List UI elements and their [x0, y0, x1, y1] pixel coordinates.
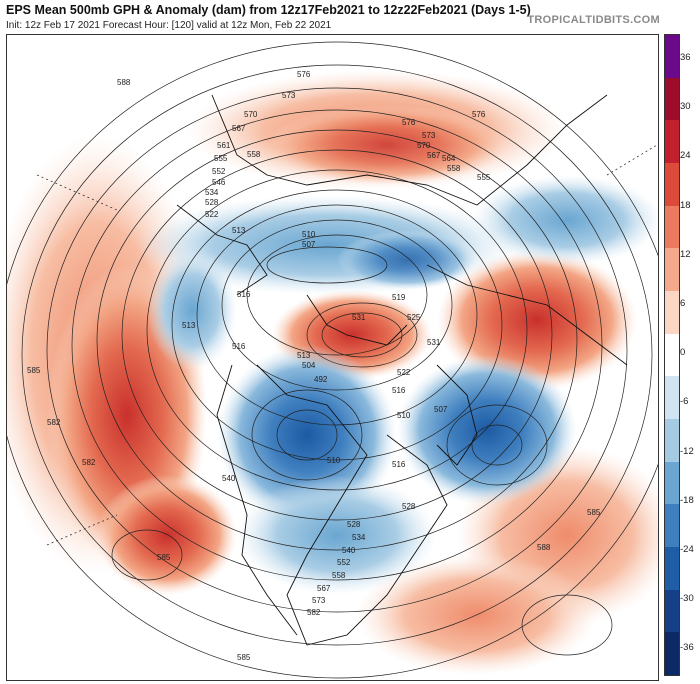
contour-label: 510: [327, 456, 341, 465]
colorbar-segment: [665, 504, 679, 548]
colorbar-tick-label: 18: [680, 199, 691, 211]
colorbar-tick-label: -24: [680, 544, 694, 555]
contour-label: 567: [232, 124, 246, 133]
contour-label: 576: [402, 118, 416, 127]
colorbar-segment: [665, 589, 679, 633]
contour-label: 534: [352, 533, 366, 542]
contour-label: 585: [157, 553, 171, 562]
contour-label: 573: [312, 596, 326, 605]
contour-label: 552: [212, 167, 226, 176]
contour-label: 576: [472, 110, 486, 119]
chart-title: EPS Mean 500mb GPH & Anomaly (dam) from …: [6, 3, 531, 17]
contour-label: 507: [434, 405, 448, 414]
contour-label: 546: [212, 178, 226, 187]
contour-label: 531: [352, 313, 366, 322]
contour-label: 513: [297, 351, 311, 360]
height-contours: [7, 41, 658, 679]
colorbar-tick-label: 6: [680, 298, 686, 309]
colorbar-tick-label: -30: [680, 593, 694, 605]
contour-label: 552: [337, 558, 351, 567]
contour-label: 531: [427, 338, 441, 347]
contour-label: 525: [407, 313, 421, 322]
colorbar-segment: [665, 205, 679, 249]
forecast-map: 588 585 582 582 585 585 588 585 576 573 …: [6, 34, 659, 681]
contour-label: 582: [307, 608, 321, 617]
colorbar-tick-label: 24: [680, 150, 691, 162]
contour-label: 528: [347, 520, 361, 529]
colorbar-segment: [665, 248, 679, 292]
contour-label: 573: [422, 131, 436, 140]
colorbar-tick-label: -36: [680, 642, 694, 654]
contour-labels: 588 585 582 582 585 585 588 585 576 573 …: [27, 70, 601, 662]
contour-label: 576: [297, 70, 311, 79]
contour-label: 513: [232, 226, 246, 235]
colorbar-segment: [665, 77, 679, 121]
contour-label: 582: [82, 458, 96, 467]
contour-label: 534: [205, 188, 219, 197]
contour-label: 558: [447, 164, 461, 173]
colorbar-segment: [665, 333, 679, 377]
colorbar-tick-label: -12: [680, 445, 694, 457]
map-canvas: 588 585 582 582 585 585 588 585 576 573 …: [7, 41, 658, 679]
contour-label: 507: [302, 240, 316, 249]
contour-label: 504: [302, 361, 316, 370]
contour-label: 522: [205, 210, 219, 219]
contour-label: 516: [392, 386, 406, 395]
colorbar-segment: [665, 291, 679, 335]
contour-label: 570: [244, 110, 258, 119]
colorbar-segment: [665, 461, 679, 505]
contour-label: 567: [427, 151, 441, 160]
colorbar-segment: [665, 632, 679, 676]
colorbar-segment: [665, 419, 679, 463]
colorbar-segment: [665, 547, 679, 591]
contour-label: 519: [392, 293, 406, 302]
contour-label: 540: [342, 546, 356, 555]
contour-label: 582: [47, 418, 61, 427]
anomaly-shading: [7, 70, 658, 675]
colorbar-segment: [665, 376, 679, 420]
contour-label: 585: [27, 366, 41, 375]
colorbar-tick-label: -18: [680, 494, 694, 506]
colorbar-tick-label: -6: [680, 396, 689, 408]
colorbar-segment: [665, 35, 679, 79]
contour-label: 528: [205, 198, 219, 207]
contour-label: 513: [182, 321, 196, 330]
colorbar-tick-label: 12: [680, 248, 691, 260]
colorbar-tick-label: 36: [680, 52, 691, 63]
contour-label: 492: [314, 375, 328, 384]
contour-label: 588: [117, 78, 131, 87]
contour-label: 522: [397, 368, 411, 377]
contour-label: 558: [247, 150, 261, 159]
contour-label: 564: [442, 154, 456, 163]
contour-label: 573: [282, 91, 296, 100]
contour-label: 516: [392, 460, 406, 469]
contour-label: 588: [537, 543, 551, 552]
brand-watermark: TROPICALTIDBITS.COM: [527, 14, 660, 26]
coastlines: [176, 94, 628, 646]
colorbar: [664, 34, 680, 676]
contour-label: 555: [477, 173, 491, 182]
colorbar-segment: [665, 120, 679, 164]
contour-label: 516: [237, 290, 251, 299]
colorbar-tick-label: 30: [680, 101, 691, 113]
contour-label: 585: [587, 508, 601, 517]
contour-label: 510: [397, 411, 411, 420]
contour-label: 540: [222, 474, 236, 483]
contour-label: 558: [332, 571, 346, 580]
contour-label: 561: [217, 141, 231, 150]
colorbar-segment: [665, 163, 679, 207]
colorbar-tick-label: 0: [680, 347, 686, 359]
contour-label: 567: [317, 584, 331, 593]
contour-label: 555: [214, 154, 228, 163]
contour-label: 570: [417, 141, 431, 150]
contour-label: 585: [237, 653, 251, 662]
contour-label: 528: [402, 502, 416, 511]
chart-subtitle: Init: 12z Feb 17 2021 Forecast Hour: [12…: [6, 20, 332, 31]
contour-label: 516: [232, 342, 246, 351]
contour-label: 510: [302, 230, 316, 239]
